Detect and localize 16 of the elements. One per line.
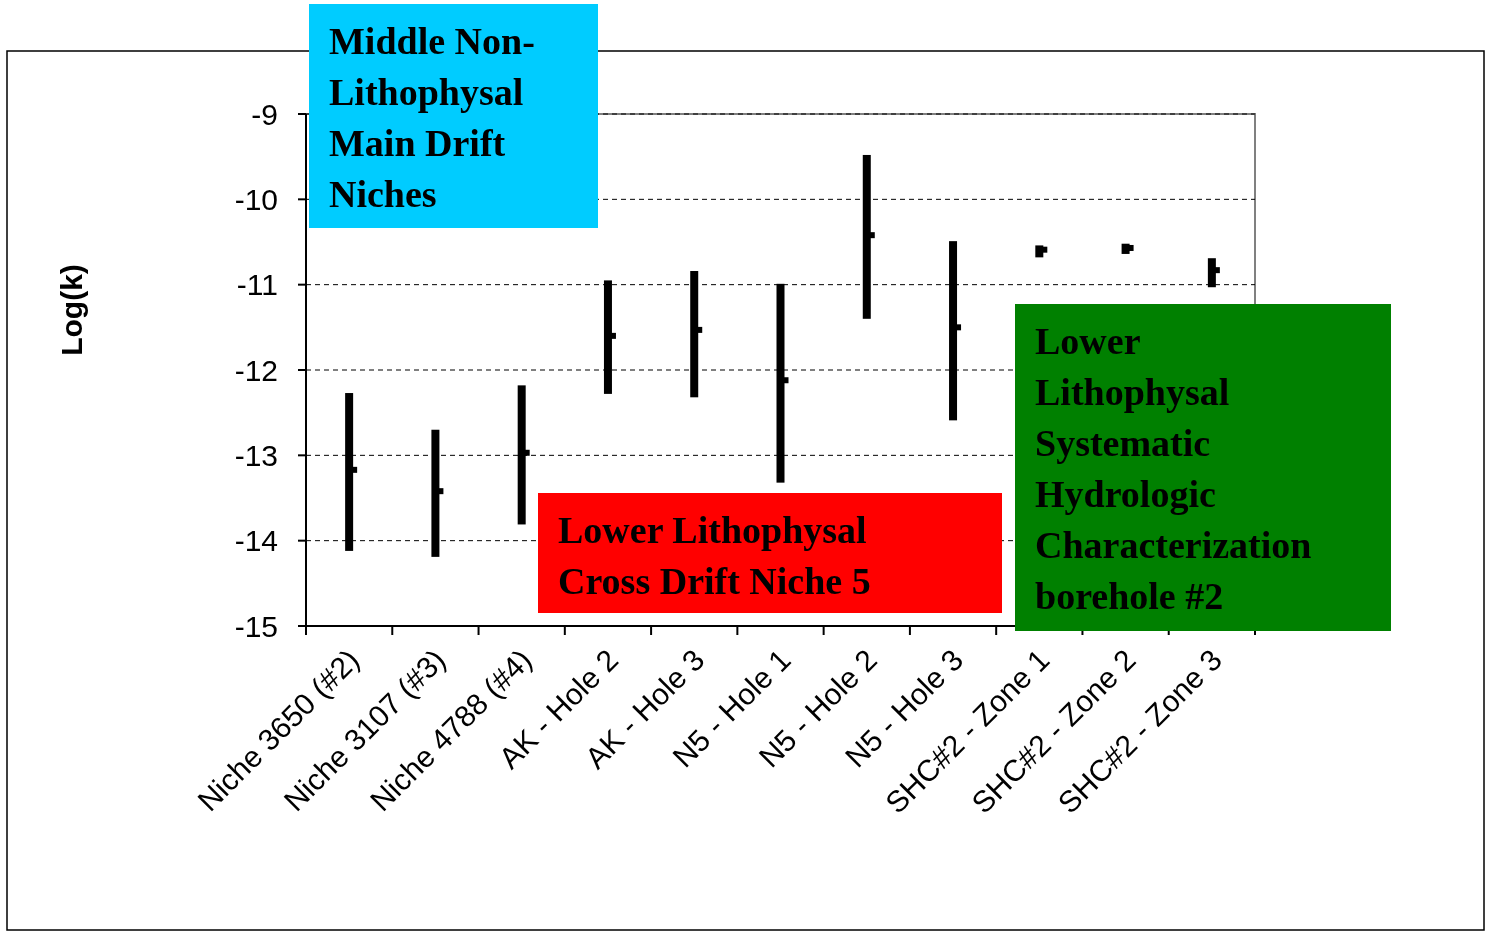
text-box: Lower Lithophysal Cross Drift Niche 5: [538, 493, 1002, 613]
y-tick-label: -9: [251, 97, 278, 131]
y-tick-label: -14: [234, 524, 278, 558]
bar: [862, 154, 871, 319]
y-tick-label: -12: [234, 353, 278, 387]
y-tick-label: -10: [234, 182, 278, 216]
y-tick-label: -13: [234, 438, 278, 472]
annotation: Middle Non-Lithophysal Main Drift Niches: [329, 20, 535, 215]
y-tick-label: -15: [234, 609, 278, 643]
annotation: Lower Lithophysal Cross Drift Niche 5: [558, 509, 871, 602]
y-axis-title: Log(k): [55, 264, 88, 356]
text-box: Middle Non-Lithophysal Main Drift Niches: [309, 4, 598, 228]
y-tick-label: -11: [236, 268, 278, 302]
annotation: Lower Lithophysal Systematic Hydrologic Characterization borehole #2: [1035, 320, 1312, 617]
bar: [431, 429, 440, 557]
text-box: Lower Lithophysal Systematic Hydrologic Characterization borehole #2: [1015, 304, 1391, 631]
